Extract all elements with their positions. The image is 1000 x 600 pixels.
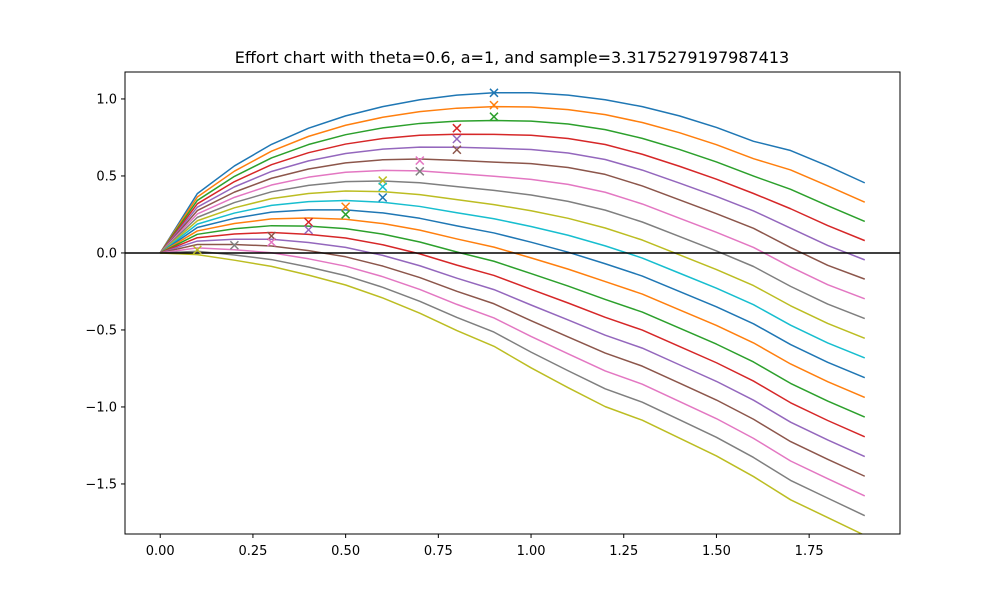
series-marker-19 (192, 245, 202, 255)
marker-stroke (452, 145, 462, 155)
x-tick-label: 0.75 (424, 544, 453, 559)
marker-stroke (378, 182, 388, 192)
series-marker-11 (378, 192, 388, 203)
series-line-17 (160, 247, 866, 497)
plot-inner (125, 88, 900, 534)
marker-stroke (489, 88, 499, 98)
chart-title: Effort chart with theta=0.6, a=1, and sa… (235, 48, 789, 67)
y-tick-label: 1.0 (96, 92, 117, 107)
series-marker-13 (341, 209, 351, 219)
series-marker-15 (304, 225, 314, 235)
x-tick-label: 0.50 (331, 544, 360, 559)
series-line-8 (159, 180, 866, 320)
y-tick-label: −1.5 (85, 477, 117, 492)
series-line-4 (159, 133, 866, 254)
marker-stroke (304, 225, 314, 235)
series-line-13 (159, 224, 866, 418)
marker-stroke (452, 134, 462, 144)
series-line-2 (159, 105, 866, 254)
y-tick-label: −0.5 (85, 323, 117, 338)
marker-stroke (415, 166, 425, 176)
series-marker-6 (452, 145, 462, 155)
marker-stroke (192, 245, 202, 255)
series-marker-5 (452, 134, 462, 144)
x-tick-label: 1.75 (795, 544, 824, 559)
series-line-19 (160, 252, 864, 534)
series-line-9 (159, 190, 866, 339)
series-marker-18 (229, 240, 239, 250)
series-marker-3 (489, 112, 499, 122)
marker-stroke (304, 217, 314, 227)
series-line-10 (159, 199, 866, 359)
marker-stroke (489, 112, 499, 122)
series-marker-4 (452, 123, 462, 133)
series-marker-2 (489, 100, 499, 110)
series-line-7 (159, 169, 866, 300)
x-tick-label: 1.25 (609, 544, 638, 559)
series-line-16 (160, 243, 866, 477)
series-line-3 (159, 119, 866, 254)
marker-stroke (489, 100, 499, 110)
marker-stroke (452, 123, 462, 133)
series-line-6 (159, 158, 866, 280)
y-tick-label: 0.5 (96, 169, 117, 184)
series-line-14 (159, 231, 866, 438)
x-tick-label: 1.00 (517, 544, 546, 559)
axes-frame (124, 71, 901, 535)
marker-stroke (415, 156, 425, 166)
series-marker-17 (266, 237, 277, 247)
series-marker-10 (378, 182, 388, 192)
series-marker-8 (415, 166, 425, 176)
marker-stroke (378, 192, 388, 203)
series-line-1 (159, 92, 866, 254)
axes: 0.00 0.25 0.50 0.75 1.00 1.25 1.50 1.75 −1.5 −1.0… (85, 71, 901, 559)
series-line-15 (160, 238, 866, 458)
y-tick-label: 0.0 (96, 246, 117, 261)
marker-stroke (341, 202, 351, 212)
marker-stroke (229, 240, 239, 250)
series-line-5 (159, 146, 866, 261)
marker-stroke (266, 237, 277, 247)
y-tick-label: −1.0 (85, 400, 117, 415)
series-line-18 (160, 250, 866, 517)
x-tick-label: 0.25 (238, 544, 267, 559)
series-marker-14 (304, 217, 314, 227)
marker-stroke (341, 209, 351, 219)
x-tick-label: 1.50 (702, 544, 731, 559)
x-tick-label: 0.00 (146, 544, 175, 559)
series-line-11 (159, 209, 866, 379)
series-marker-7 (415, 156, 425, 166)
series-marker-1 (489, 88, 499, 98)
series-marker-12 (341, 202, 351, 212)
plot-area (125, 88, 900, 534)
